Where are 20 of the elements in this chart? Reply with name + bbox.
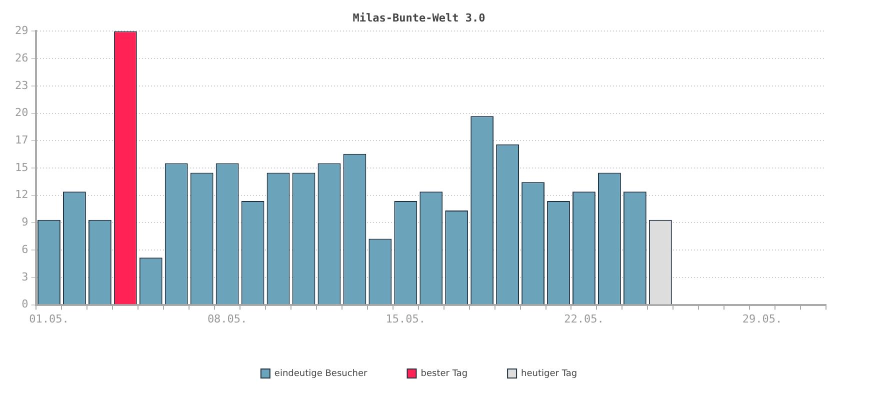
x-tick-label: 08.05. <box>207 312 248 326</box>
y-tick-label: 15 <box>14 160 28 174</box>
x-tick-label: 01.05. <box>29 312 69 326</box>
y-tick-label: 20 <box>14 106 28 120</box>
y-tick-label: 17 <box>14 134 28 146</box>
y-tick-label: 23 <box>14 78 28 92</box>
chart-title: Milas-Bunte-Welt 3.0 <box>352 11 486 24</box>
y-tick-label: 0 <box>22 298 28 311</box>
y-tick-label: 9 <box>22 216 28 229</box>
y-tick-label: 29 <box>14 24 28 38</box>
x-tick-label: 29.05. <box>742 312 782 326</box>
x-tick-label: 22.05. <box>564 312 604 326</box>
legend-label: bester Tag <box>420 368 468 379</box>
legend-label: eindeutige Besucher <box>274 368 368 379</box>
y-tick-label: 3 <box>22 270 28 284</box>
y-tick-label: 12 <box>14 188 28 202</box>
legend-label: heutiger Tag <box>521 368 578 379</box>
y-tick-label: 26 <box>14 51 28 64</box>
y-tick-label: 6 <box>22 242 28 256</box>
x-tick-label: 15.05. <box>386 312 426 326</box>
